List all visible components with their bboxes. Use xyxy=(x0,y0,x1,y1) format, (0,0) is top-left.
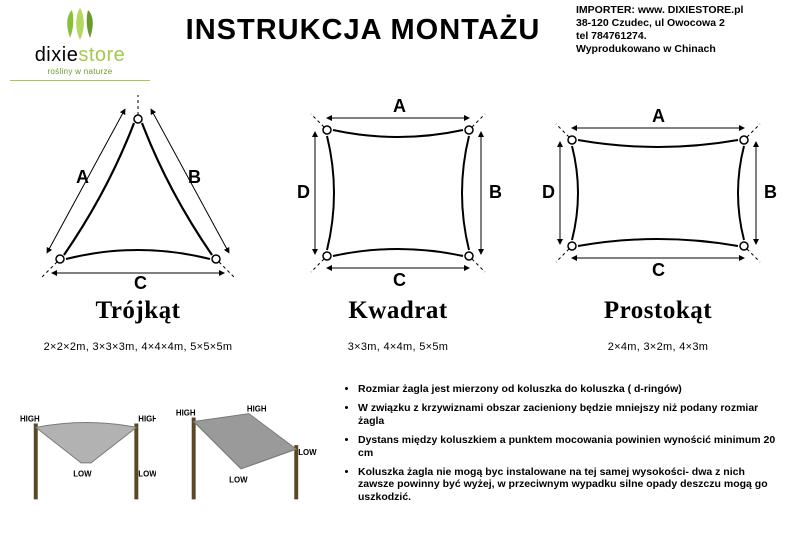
triangle-diagram: A B C xyxy=(28,91,248,291)
importer-line: Wyprodukowano w Chinach xyxy=(576,43,786,56)
svg-text:LOW: LOW xyxy=(229,476,248,485)
logo: dixiestore rośliny w naturze xyxy=(10,4,150,81)
importer-line: IMPORTER: www. DIXIESTORE.pl xyxy=(576,4,786,17)
shape-name: Kwadrat xyxy=(273,297,523,325)
svg-text:A: A xyxy=(76,167,89,187)
shape-square: A B C D Kwadrat 3×3m, 4×4m, 5×5m xyxy=(273,96,523,353)
install-angled-icon: HIGH HIGH LOW LOW xyxy=(170,405,318,510)
svg-text:D: D xyxy=(297,182,310,202)
svg-text:A: A xyxy=(652,106,665,126)
svg-text:B: B xyxy=(764,182,777,202)
shape-sizes: 2×2×2m, 3×3×3m, 4×4×4m, 5×5×5m xyxy=(13,341,263,353)
svg-text:D: D xyxy=(542,182,555,202)
tulip-icon xyxy=(50,8,110,42)
svg-text:HIGH: HIGH xyxy=(138,415,156,424)
shape-name: Trójkąt xyxy=(13,297,263,325)
svg-text:HIGH: HIGH xyxy=(247,405,267,414)
note-item: Dystans między koluszkiem a punktem moco… xyxy=(358,434,778,459)
svg-text:HIGH: HIGH xyxy=(176,409,196,418)
svg-text:C: C xyxy=(393,270,406,290)
note-item: W związku z krzywiznami obszar zacienion… xyxy=(358,402,778,427)
install-flat-icon: HIGH HIGH LOW LOW xyxy=(18,405,156,510)
importer-block: IMPORTER: www. DIXIESTORE.pl 38-120 Czud… xyxy=(576,4,786,57)
svg-text:LOW: LOW xyxy=(138,470,156,479)
shape-sizes: 3×3m, 4×4m, 5×5m xyxy=(273,341,523,353)
shape-sizes: 2×4m, 3×2m, 4×3m xyxy=(533,341,783,353)
shape-triangle: A B C Trójkąt 2×2×2m, 3×3×3m, 4×4×4m, 5×… xyxy=(13,91,263,353)
logo-subtitle: rośliny w naturze xyxy=(14,67,146,76)
svg-text:HIGH: HIGH xyxy=(20,415,40,424)
notes-block: Rozmiar żagla jest mierzony od koluszka … xyxy=(342,383,778,510)
svg-text:C: C xyxy=(134,273,147,291)
note-item: Rozmiar żagla jest mierzony od koluszka … xyxy=(358,383,778,395)
svg-text:A: A xyxy=(393,96,406,116)
install-illustrations: HIGH HIGH LOW LOW HIGH HIGH LOW LOW xyxy=(18,383,318,510)
importer-line: tel 784761274. xyxy=(576,30,786,43)
svg-text:B: B xyxy=(489,182,502,202)
rectangle-diagram: A B C D xyxy=(538,96,778,291)
square-diagram: A B C D xyxy=(293,96,503,291)
svg-text:LOW: LOW xyxy=(298,448,317,457)
svg-text:B: B xyxy=(188,167,201,187)
page-title: INSTRUKCJA MONTAŻU xyxy=(150,14,576,47)
svg-text:LOW: LOW xyxy=(73,470,92,479)
importer-line: 38-120 Czudec, ul Owocowa 2 xyxy=(576,17,786,30)
shape-name: Prostokąt xyxy=(533,297,783,325)
logo-text: dixiestore xyxy=(14,44,146,67)
note-item: Koluszka żagla nie mogą byc instalowane … xyxy=(358,466,778,503)
shape-rectangle: A B C D Prostokąt 2×4m, 3×2m, 4×3m xyxy=(533,96,783,353)
svg-text:C: C xyxy=(652,260,665,280)
